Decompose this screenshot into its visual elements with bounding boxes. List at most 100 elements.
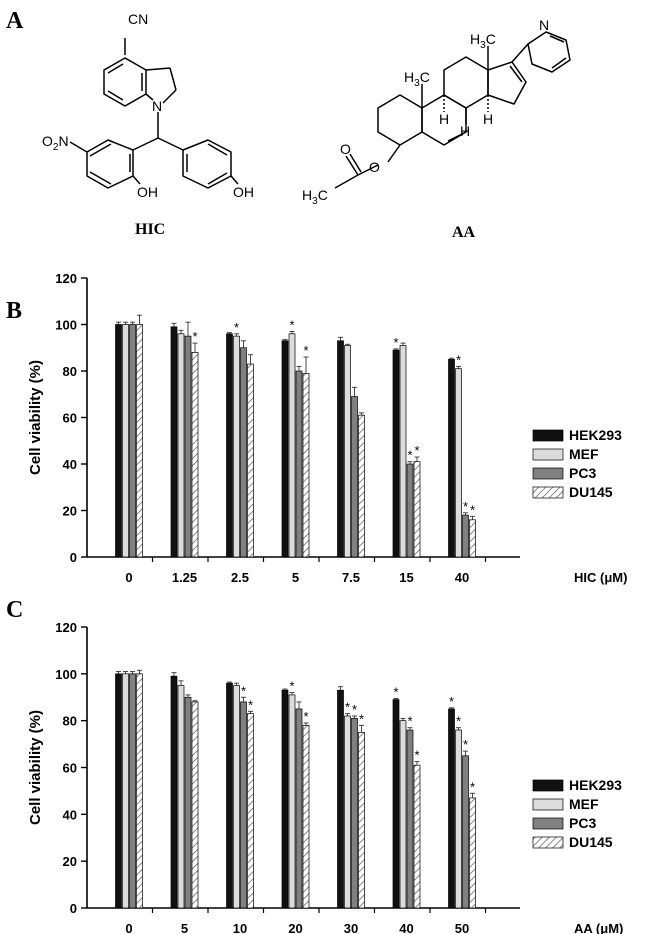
significance-marker: * xyxy=(234,320,239,335)
bar-pc3 xyxy=(462,514,469,558)
significance-marker: * xyxy=(414,748,419,763)
hic-label: HIC xyxy=(135,221,165,238)
legend-swatch-pc3 xyxy=(532,467,564,480)
legend: HEK293 MEF PC3 DU145 xyxy=(532,427,622,500)
atom-h-b: H xyxy=(460,123,470,139)
bar-mef xyxy=(288,694,296,909)
legend-label-du145: DU145 xyxy=(569,484,613,500)
atom-methyl-2: H3C xyxy=(470,31,496,51)
legend-label-mef: MEF xyxy=(569,796,599,812)
x-tick-label: 15 xyxy=(399,570,413,585)
bar-pc3 xyxy=(184,335,192,558)
bar-du145 xyxy=(136,673,143,909)
y-axis-label: Cell viability (%) xyxy=(27,710,44,825)
legend-swatch-hek293 xyxy=(532,779,564,792)
bar-du145 xyxy=(413,461,421,558)
bar-pc3 xyxy=(462,755,469,909)
bar-pc3 xyxy=(351,717,358,909)
x-tick-label: 50 xyxy=(455,921,469,934)
bar-hek293 xyxy=(337,689,344,909)
x-tick-label: 10 xyxy=(233,921,247,934)
x-tick-label: 40 xyxy=(455,570,469,585)
x-axis-label: AA (μM) xyxy=(574,921,623,934)
significance-marker: * xyxy=(393,684,398,699)
bar-hek293 xyxy=(170,675,178,909)
panel-letter-a: A xyxy=(6,8,24,34)
y-tick-label: 120 xyxy=(55,620,77,635)
bar-pc3 xyxy=(295,370,303,558)
atom-h3c: H3C xyxy=(302,187,328,207)
legend-swatch-du145 xyxy=(532,486,564,499)
y-tick-label: 60 xyxy=(63,761,77,776)
significance-marker: * xyxy=(407,448,412,463)
significance-marker: * xyxy=(463,737,468,752)
bar-mef xyxy=(399,720,407,909)
bar-hek293 xyxy=(337,340,344,558)
x-tick-label: 40 xyxy=(399,921,413,934)
bar-mef xyxy=(233,685,240,909)
atom-h-a: H xyxy=(439,111,449,127)
bar-mef xyxy=(177,685,185,909)
significance-marker: * xyxy=(289,317,294,332)
bar-mef xyxy=(177,333,185,558)
x-axis-label: HIC (μM) xyxy=(574,570,627,585)
significance-marker: * xyxy=(241,683,246,698)
legend-label-pc3: PC3 xyxy=(569,465,596,481)
bar-hek293 xyxy=(170,326,178,558)
bar-hek293 xyxy=(281,689,289,909)
legend-swatch-pc3 xyxy=(532,817,564,830)
x-tick-label: 2.5 xyxy=(231,570,249,585)
bar-du145 xyxy=(247,363,254,558)
bar-hek293 xyxy=(392,349,400,558)
panel-letter-c: C xyxy=(6,597,23,623)
y-axis-label: Cell viability (%) xyxy=(27,360,44,475)
bar-hek293 xyxy=(392,699,400,909)
y-tick-label: 20 xyxy=(63,504,77,519)
aa-structure xyxy=(334,31,571,189)
significance-marker: * xyxy=(456,352,461,367)
x-tick-label: 20 xyxy=(288,921,302,934)
panel-letter-b: B xyxy=(6,298,22,324)
aa-label: AA xyxy=(452,224,476,241)
bar-du145 xyxy=(191,701,199,909)
significance-marker: * xyxy=(470,779,475,794)
bar-mef xyxy=(288,333,296,558)
bar-mef xyxy=(344,715,351,909)
x-tick-label: 0 xyxy=(125,921,132,934)
significance-marker: * xyxy=(289,679,294,694)
legend-swatch-mef xyxy=(532,798,564,811)
y-tick-label: 80 xyxy=(63,714,77,729)
legend-swatch-hek293 xyxy=(532,429,564,442)
significance-marker: * xyxy=(407,714,412,729)
atom-pyridine-n: N xyxy=(539,17,549,33)
significance-marker: * xyxy=(303,709,308,724)
significance-marker: * xyxy=(463,499,468,514)
significance-marker: * xyxy=(456,714,461,729)
significance-marker: * xyxy=(248,697,253,712)
significance-marker: * xyxy=(470,502,475,517)
y-tick-label: 100 xyxy=(55,318,77,333)
significance-marker: * xyxy=(449,694,454,709)
bar-du145 xyxy=(358,414,365,558)
bar-mef xyxy=(233,335,240,558)
bar-pc3 xyxy=(406,463,414,558)
y-tick-label: 120 xyxy=(55,271,77,286)
bar-hek293 xyxy=(448,708,455,909)
bar-pc3 xyxy=(406,729,414,909)
atom-o2n: O2N xyxy=(42,133,69,153)
significance-marker: * xyxy=(393,335,398,350)
legend-label-mef: MEF xyxy=(569,446,599,462)
x-tick-label: 1.25 xyxy=(172,570,197,585)
bar-mef xyxy=(455,368,462,558)
bar-du145 xyxy=(358,732,365,909)
bar-hek293 xyxy=(281,340,289,558)
bar-du145 xyxy=(469,519,476,558)
bar-mef xyxy=(344,345,351,558)
bar-pc3 xyxy=(240,347,247,558)
bar-pc3 xyxy=(184,696,192,909)
bar-mef xyxy=(122,324,129,558)
bar-pc3 xyxy=(129,324,136,558)
x-tick-label: 5 xyxy=(181,921,188,934)
